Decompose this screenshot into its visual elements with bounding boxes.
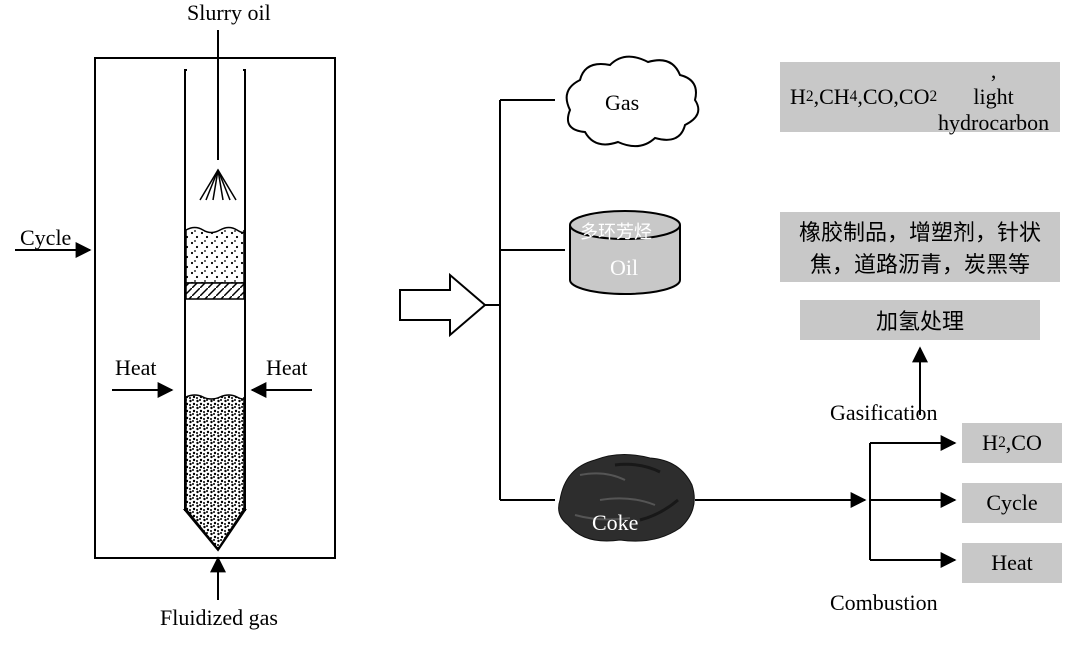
label-combustion: Combustion — [830, 590, 938, 616]
label-oil: Oil — [610, 255, 638, 281]
label-heat-right: Heat — [266, 355, 308, 381]
label-cycle: Cycle — [20, 225, 71, 251]
coke-split — [870, 443, 955, 560]
box-hydrotreat: 加氢处理 — [800, 300, 1040, 340]
box-oil-products: 橡胶制品，增塑剂，针状焦，道路沥青，炭黑等 — [780, 212, 1060, 282]
label-fluidized-gas: Fluidized gas — [160, 605, 278, 631]
hatched-layer — [186, 283, 244, 299]
bottom-material — [186, 395, 244, 549]
label-heat-left: Heat — [115, 355, 157, 381]
top-material — [186, 228, 244, 284]
box-h2co: H2,CO — [962, 423, 1062, 463]
label-gas: Gas — [605, 90, 639, 116]
reactor-outer — [95, 58, 335, 558]
box-gas-products: H2,CH4,CO,CO2,light hydrocarbon — [780, 62, 1060, 132]
output-bracket — [485, 100, 565, 500]
label-pah: 多环芳烃 — [580, 218, 652, 244]
big-output-arrow — [400, 275, 485, 335]
label-slurry-oil: Slurry oil — [187, 0, 271, 26]
spray-nozzle — [200, 170, 236, 200]
box-heat: Heat — [962, 543, 1062, 583]
label-coke: Coke — [592, 510, 638, 536]
box-cycle: Cycle — [962, 483, 1062, 523]
reactor-tube — [185, 70, 245, 550]
label-gasification: Gasification — [830, 400, 938, 426]
